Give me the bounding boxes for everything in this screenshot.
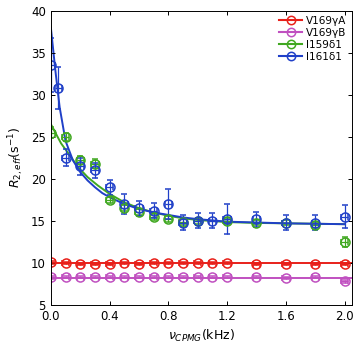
Legend: V169γA, V169γB, I159δ1, I161δ1: V169γA, V169γB, I159δ1, I161δ1 [277,14,349,64]
Y-axis label: $R_{2,eff}$(s$^{-1}$): $R_{2,eff}$(s$^{-1}$) [5,127,26,188]
X-axis label: $\nu_{CPMG}$(kHz): $\nu_{CPMG}$(kHz) [168,328,235,344]
